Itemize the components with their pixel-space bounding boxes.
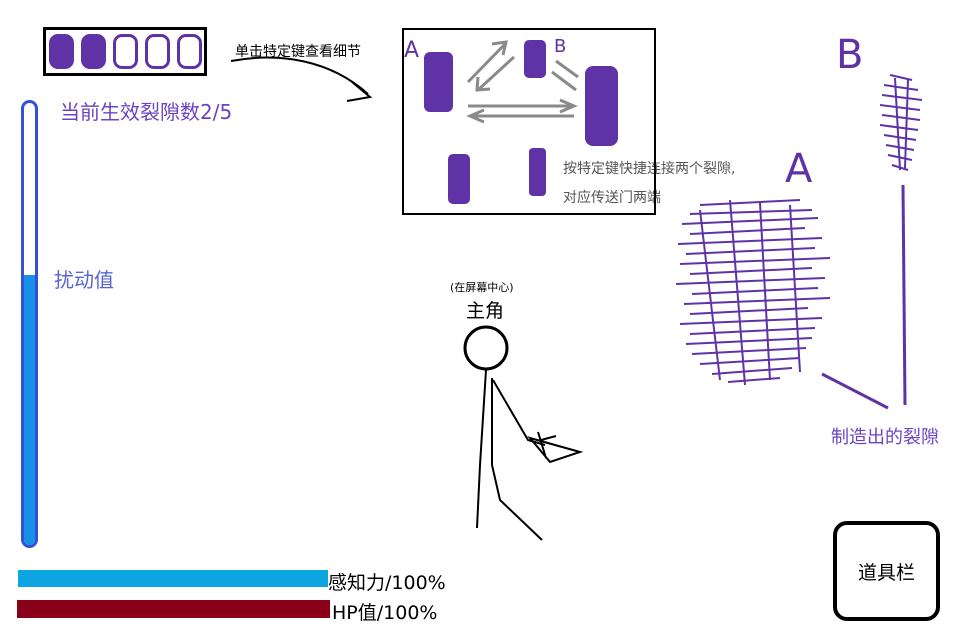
rift-made-label: 制造出的裂隙 [831,427,939,448]
hero-center-note: (在屏幕中心) [450,281,514,294]
detail-rift-small-1 [448,154,470,204]
rift-label-a: A [785,146,813,192]
detail-rift-b [524,40,546,78]
detail-connection-arrows [466,40,579,124]
rift-label-b: B [836,32,863,78]
rift-count-text: 当前生效裂隙数2/5 [60,100,233,124]
tip-quick-connect: 按特定键快捷连接两个裂隙, 对应传送门两端 [563,155,773,213]
rift-slot [48,34,74,69]
rift-pointer-b [901,184,907,406]
detail-rift-small-2 [529,148,546,196]
rift-detail-box[interactable] [402,28,656,215]
rift-slot [176,34,202,69]
tip-arrow-head [346,81,373,102]
detail-label-b: B [554,36,566,57]
tip-arrow [230,56,369,95]
tip-quick-connect-line1: 按特定键快捷连接两个裂隙, [563,161,736,177]
perception-label: 感知力/100% [328,572,446,594]
hero-weapon [527,431,584,464]
perception-bar [18,570,328,587]
detail-rift-a [424,52,453,112]
rift-slot [144,34,170,69]
disturbance-gauge-fill [24,275,35,545]
detail-label-a: A [404,38,419,63]
detail-rift-large [585,66,618,146]
item-bar-label: 道具栏 [857,561,915,584]
hero-label: 主角 [466,300,505,322]
disturbance-label: 扰动值 [54,268,114,292]
tip-click-detail: 单击特定键查看细节 [235,44,361,60]
rift-pointer-a [821,372,889,410]
hp-label: HP值/100% [332,602,438,624]
hero-arm [492,379,546,446]
tip-quick-connect-line2: 对应传送门两端 [563,190,661,206]
hero-head [463,325,509,371]
hp-bar [17,600,330,618]
rift-slots [43,27,207,76]
rift-slot [80,34,106,69]
rift-slot [112,34,138,69]
rift-a-scribble [675,199,831,386]
disturbance-gauge [21,100,38,548]
hero-body [476,369,543,541]
item-bar-button[interactable]: 道具栏 [833,521,940,621]
rift-b-scribble [879,74,923,171]
